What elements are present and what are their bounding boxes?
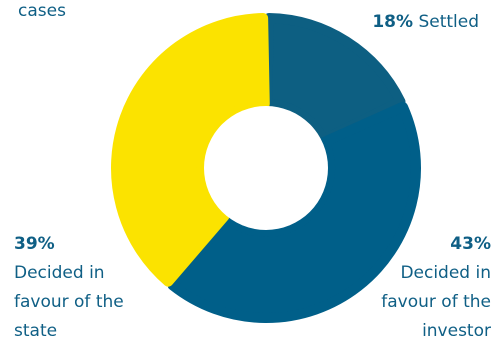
settled-label: 18% Settled [372,8,479,37]
state-text-line-3: state [14,321,58,341]
investor-text-line-3: investor [422,321,491,341]
state-percent: 39% [14,234,55,254]
investor-text-line-2: favour of the [381,292,491,312]
investor-text-line-1: Decided in [400,263,491,283]
state-text-line-1: Decided in [14,263,105,283]
slice-settled [262,13,406,145]
slice-state [111,13,270,287]
settled-text: Settled [418,12,479,32]
slice-investor [167,101,421,323]
settled-percent: 18% [372,12,414,32]
investor-percent: 43% [450,234,491,254]
state-label: 39% Decided in favour of the state [14,230,164,346]
investor-label: 43% Decided in favour of the investor [341,230,491,346]
donut-hole [204,106,328,230]
cases-note: cases [18,1,66,21]
state-text-line-2: favour of the [14,292,124,312]
